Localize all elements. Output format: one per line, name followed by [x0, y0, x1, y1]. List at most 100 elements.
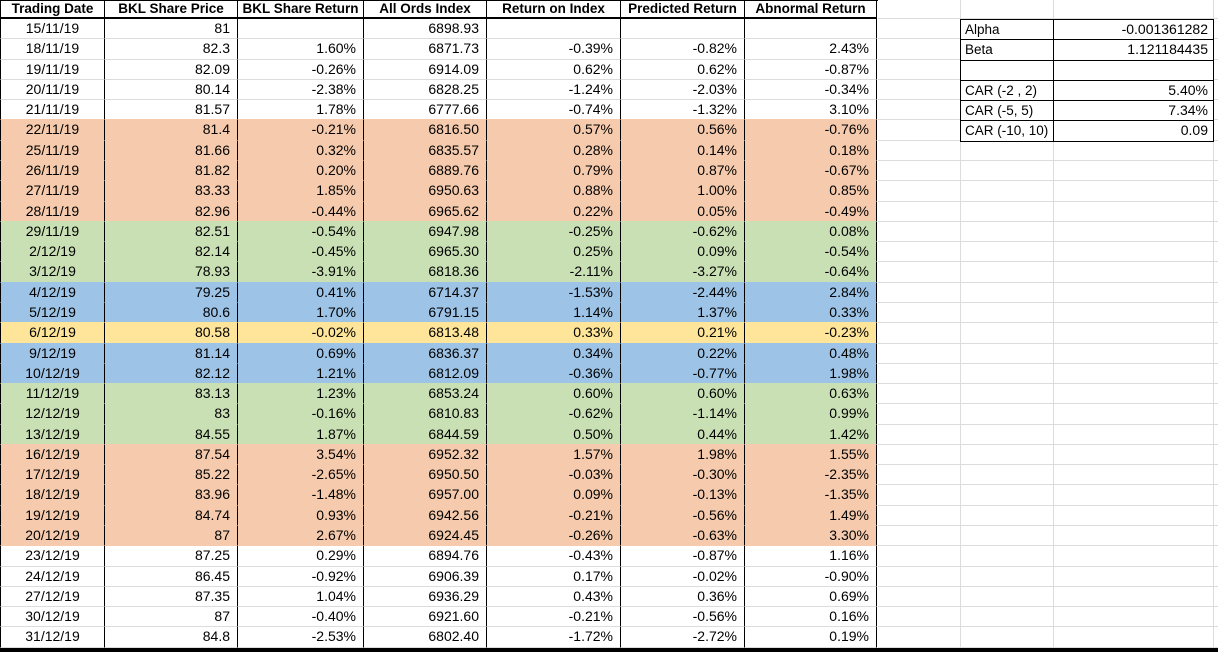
cell[interactable]: 85.22 — [105, 465, 238, 486]
cell[interactable]: 6952.32 — [364, 444, 487, 466]
cell[interactable]: 87.35 — [105, 586, 238, 608]
car-10-10-value[interactable]: 0.09 — [1054, 121, 1214, 142]
cell[interactable]: 83.13 — [105, 384, 238, 405]
cell[interactable]: 0.14% — [621, 140, 745, 161]
cell-trading-date[interactable]: 23/12/19 — [0, 546, 105, 567]
column-header-abnormal-return[interactable]: Abnormal Return — [745, 1, 877, 19]
cell-trading-date[interactable]: 9/12/19 — [0, 343, 105, 364]
cell[interactable]: -2.11% — [487, 262, 621, 283]
cell[interactable]: 0.20% — [238, 160, 364, 182]
cell[interactable]: 6828.25 — [364, 79, 487, 101]
cell[interactable]: -0.13% — [621, 485, 745, 506]
cell[interactable]: -1.48% — [238, 485, 364, 506]
cell[interactable]: 1.57% — [487, 444, 621, 466]
cell[interactable]: 1.85% — [238, 181, 364, 202]
cell[interactable]: 6936.29 — [364, 586, 487, 608]
cell[interactable]: -0.63% — [621, 526, 745, 547]
cell[interactable]: 1.60% — [238, 39, 364, 60]
cell[interactable]: 0.79% — [487, 160, 621, 182]
cell[interactable]: 3.30% — [745, 526, 877, 547]
cell[interactable]: 6965.30 — [364, 242, 487, 263]
cell[interactable]: -0.34% — [745, 79, 877, 101]
cell[interactable]: -0.36% — [487, 363, 621, 385]
cell[interactable]: 0.09% — [487, 485, 621, 506]
cell[interactable]: -0.26% — [238, 59, 364, 80]
cell-trading-date[interactable]: 29/11/19 — [0, 221, 105, 243]
cell[interactable]: 0.99% — [745, 404, 877, 425]
cell[interactable]: 0.50% — [487, 424, 621, 445]
cell[interactable]: 81 — [105, 19, 238, 40]
cell[interactable]: 82.51 — [105, 221, 238, 243]
cell[interactable]: 0.85% — [745, 181, 877, 202]
cell-trading-date[interactable]: 10/12/19 — [0, 363, 105, 385]
cell[interactable]: -0.16% — [238, 404, 364, 425]
stats-spacer-value[interactable] — [1054, 60, 1214, 81]
cell[interactable]: 84.74 — [105, 505, 238, 527]
cell[interactable]: -0.43% — [487, 546, 621, 567]
car-2-2-value[interactable]: 5.40% — [1054, 80, 1214, 102]
cell[interactable]: 87 — [105, 607, 238, 628]
cell-trading-date[interactable]: 27/11/19 — [0, 181, 105, 202]
cell[interactable]: 80.14 — [105, 79, 238, 101]
cell[interactable]: 1.37% — [621, 302, 745, 324]
cell[interactable]: 6871.73 — [364, 39, 487, 60]
cell[interactable]: 82.3 — [105, 39, 238, 60]
cell[interactable]: -0.45% — [238, 242, 364, 263]
cell[interactable]: -0.02% — [621, 566, 745, 587]
cell[interactable]: 6835.57 — [364, 140, 487, 161]
cell-trading-date[interactable]: 27/12/19 — [0, 586, 105, 608]
cell[interactable]: 0.57% — [487, 120, 621, 141]
cell[interactable]: -0.49% — [745, 201, 877, 222]
cell[interactable]: 0.93% — [238, 505, 364, 527]
column-header-bkl-share-price[interactable]: BKL Share Price — [105, 1, 238, 19]
cell[interactable]: -0.67% — [745, 160, 877, 182]
cell[interactable]: 0.62% — [487, 59, 621, 80]
cell[interactable]: 0.25% — [487, 242, 621, 263]
cell[interactable]: 6791.15 — [364, 302, 487, 324]
cell[interactable]: -0.02% — [238, 323, 364, 344]
cell-trading-date[interactable]: 28/11/19 — [0, 201, 105, 222]
cell[interactable]: 0.44% — [621, 424, 745, 445]
cell[interactable] — [745, 19, 877, 40]
cell[interactable]: 81.66 — [105, 140, 238, 161]
cell[interactable]: -0.39% — [487, 39, 621, 60]
column-header-return-on-index[interactable]: Return on Index — [487, 1, 621, 19]
cell-trading-date[interactable]: 18/11/19 — [0, 39, 105, 60]
cell[interactable]: 0.63% — [745, 384, 877, 405]
cell-trading-date[interactable]: 21/11/19 — [0, 100, 105, 121]
cell[interactable]: -2.53% — [238, 627, 364, 648]
beta-value[interactable]: 1.121184435 — [1054, 40, 1214, 61]
cell[interactable]: 0.21% — [621, 323, 745, 344]
cell[interactable]: 0.33% — [745, 302, 877, 324]
cell[interactable]: -0.76% — [745, 120, 877, 141]
cell[interactable]: 6947.98 — [364, 221, 487, 243]
cell[interactable]: -0.62% — [621, 221, 745, 243]
cell[interactable]: 6816.50 — [364, 120, 487, 141]
alpha-value[interactable]: -0.001361282 — [1054, 20, 1214, 41]
cell[interactable]: 1.78% — [238, 100, 364, 121]
cell[interactable]: 0.29% — [238, 546, 364, 567]
cell[interactable]: -0.54% — [745, 242, 877, 263]
cell[interactable]: -2.38% — [238, 79, 364, 101]
cell[interactable]: 1.14% — [487, 302, 621, 324]
cell[interactable] — [621, 19, 745, 40]
car-5-5-value[interactable]: 7.34% — [1054, 101, 1214, 122]
cell[interactable]: 6942.56 — [364, 505, 487, 527]
cell[interactable]: 82.96 — [105, 201, 238, 222]
cell[interactable]: 1.42% — [745, 424, 877, 445]
cell[interactable]: -2.03% — [621, 79, 745, 101]
cell-trading-date[interactable]: 20/12/19 — [0, 526, 105, 547]
cell[interactable]: 2.67% — [238, 526, 364, 547]
cell-trading-date[interactable]: 25/11/19 — [0, 140, 105, 161]
cell[interactable]: -0.03% — [487, 465, 621, 486]
cell[interactable]: 1.98% — [621, 444, 745, 466]
cell[interactable]: 0.05% — [621, 201, 745, 222]
cell[interactable]: -0.21% — [238, 120, 364, 141]
column-header-all-ords-index[interactable]: All Ords Index — [364, 1, 487, 19]
cell[interactable]: 81.82 — [105, 160, 238, 182]
cell[interactable]: 0.48% — [745, 343, 877, 364]
cell[interactable]: 84.55 — [105, 424, 238, 445]
cell[interactable]: 6965.62 — [364, 201, 487, 222]
cell[interactable]: 0.41% — [238, 282, 364, 303]
cell[interactable]: 6894.76 — [364, 546, 487, 567]
